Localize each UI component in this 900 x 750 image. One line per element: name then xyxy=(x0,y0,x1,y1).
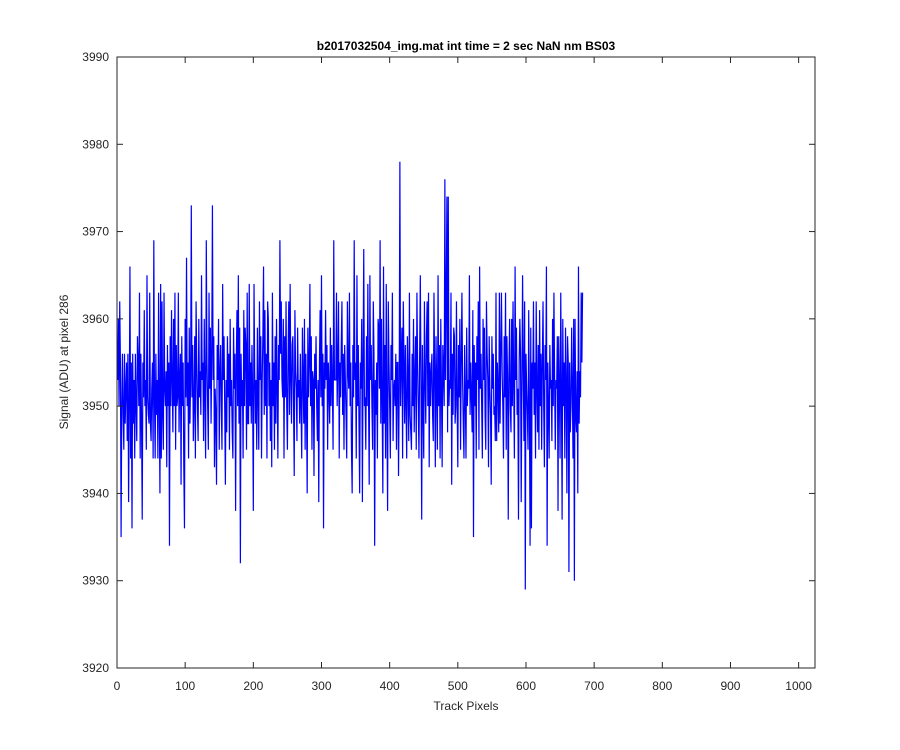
x-tick-label: 700 xyxy=(584,679,604,693)
series-line xyxy=(117,161,584,590)
plot-frame xyxy=(116,56,816,669)
x-axis-label: Track Pixels xyxy=(434,699,499,713)
x-tick-label: 900 xyxy=(720,679,740,693)
chart-title: b2017032504_img.mat int time = 2 sec NaN… xyxy=(317,39,616,53)
axes-layer: 0 100 200 300 400 500 600 700 800 900 1000 3920 3930… xyxy=(82,50,815,693)
y-tick-label: 3990 xyxy=(82,50,109,64)
x-tick-label: 1000 xyxy=(785,679,812,693)
y-tick-label: 3930 xyxy=(82,574,109,588)
y-tick-label: 3950 xyxy=(82,399,109,413)
x-tick-label: 0 xyxy=(114,679,121,693)
y-tick-label: 3960 xyxy=(82,312,109,326)
x-tick-label: 300 xyxy=(311,679,331,693)
x-tick-label: 100 xyxy=(175,679,195,693)
y-tick-label: 3980 xyxy=(82,137,109,151)
y-axis-label: Signal (ADU) at pixel 286 xyxy=(57,294,71,429)
y-tick-label: 3920 xyxy=(82,661,109,675)
y-tick-label: 3940 xyxy=(82,486,109,500)
x-tick-label: 200 xyxy=(243,679,263,693)
y-tick-label: 3970 xyxy=(82,225,109,239)
x-tick-label: 500 xyxy=(448,679,468,693)
data-layer xyxy=(117,161,584,590)
x-tick-label: 400 xyxy=(380,679,400,693)
x-tick-label: 800 xyxy=(652,679,672,693)
x-tick-label: 600 xyxy=(516,679,536,693)
